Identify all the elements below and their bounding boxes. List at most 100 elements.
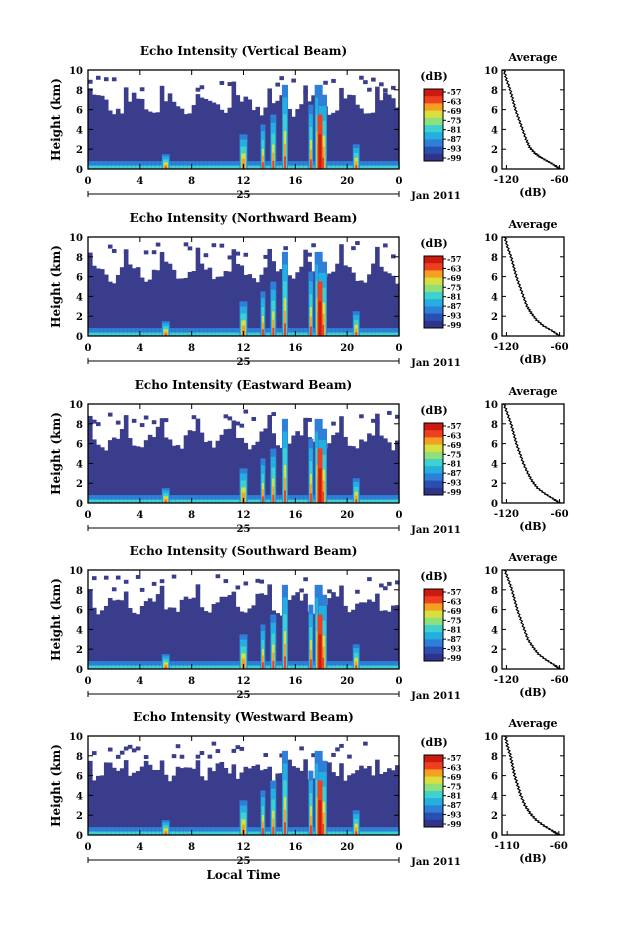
echo-layer — [219, 165, 225, 169]
echo-layer — [287, 665, 292, 669]
echo-layer — [235, 332, 241, 336]
echo-layer — [391, 328, 396, 336]
echo-background — [375, 593, 380, 669]
echo-background — [355, 448, 360, 503]
echo-layer — [119, 165, 125, 169]
echo-layer — [367, 332, 372, 336]
echo-layer — [343, 495, 348, 503]
echo-layer — [347, 827, 352, 835]
echo-background — [299, 600, 304, 669]
echo-layer — [107, 332, 113, 336]
average-y-tick-label: 8 — [491, 586, 498, 597]
echo-background — [171, 269, 177, 336]
echo-background — [227, 416, 233, 421]
echo-background — [151, 250, 157, 255]
echo-background — [135, 446, 141, 503]
average-x-tick-label: -120 — [494, 342, 519, 353]
echo-background — [359, 280, 364, 336]
echo-background — [91, 576, 97, 581]
echo-layer — [99, 661, 105, 669]
echo-background — [291, 595, 296, 669]
echo-column — [355, 499, 358, 503]
echo-background — [291, 78, 296, 83]
echo-background — [291, 278, 296, 336]
echo-layer — [343, 332, 348, 336]
colorbar-tick-label: -87 — [447, 468, 461, 478]
colorbar-tick-label: -57 — [447, 421, 461, 431]
echo-layer — [327, 827, 332, 835]
colorbar-swatch — [424, 423, 443, 431]
echo-layer — [287, 165, 292, 169]
echo-layer — [115, 332, 121, 336]
echo-background — [247, 768, 253, 835]
echo-layer — [275, 831, 280, 835]
echo-layer — [119, 665, 125, 669]
echo-layer — [251, 831, 257, 835]
echo-background — [123, 249, 129, 254]
echo-layer — [111, 328, 117, 336]
echo-layer — [91, 161, 97, 169]
echo-layer — [255, 495, 261, 503]
panel-1: Echo Intensity (Northward Beam) 0 2 4 6 8 10 He… — [49, 211, 569, 369]
echo-background — [287, 108, 292, 169]
echo-background — [127, 101, 133, 169]
echo-layer — [379, 161, 384, 169]
echo-layer — [215, 665, 221, 669]
echo-background — [155, 242, 161, 247]
echo-background — [223, 579, 229, 584]
echo-layer — [131, 827, 137, 835]
echo-layer — [143, 661, 149, 669]
colorbar-tick-label: -81 — [447, 625, 461, 635]
echo-background — [263, 428, 269, 503]
echo-background — [295, 109, 300, 169]
echo-layer — [387, 165, 392, 169]
echo-layer — [251, 665, 257, 669]
echo-background — [215, 602, 221, 669]
echo-layer — [247, 165, 253, 169]
echo-layer — [383, 332, 388, 336]
echo-layer — [383, 661, 388, 669]
echo-layer — [183, 495, 189, 503]
echo-layer — [103, 661, 109, 669]
echo-background — [335, 776, 340, 835]
echo-layer — [143, 827, 149, 835]
colorbar-swatch — [424, 444, 443, 453]
echo-background — [119, 768, 125, 835]
echo-layer — [347, 665, 352, 669]
echo-layer — [275, 827, 280, 835]
colorbar-tick-label: -57 — [447, 254, 461, 264]
echo-layer — [311, 827, 316, 835]
echo-layer — [99, 161, 105, 169]
colorbar-tick-label: -57 — [447, 753, 461, 763]
echo-layer — [131, 332, 137, 336]
echo-layer — [135, 831, 141, 835]
echo-background — [119, 600, 125, 669]
average-y-tick-label: 0 — [491, 831, 498, 842]
echo-layer — [223, 661, 229, 669]
x-tick-label: 8 — [188, 176, 195, 187]
echo-layer — [95, 495, 101, 503]
echo-background — [355, 603, 360, 669]
echo-background — [239, 423, 245, 428]
echo-layer — [391, 831, 396, 835]
echo-layer — [227, 328, 233, 336]
echo-background — [159, 252, 165, 336]
echo-layer — [143, 165, 149, 169]
echo-background — [279, 447, 284, 503]
echo-background — [227, 271, 233, 336]
echo-layer — [119, 661, 125, 669]
echo-layer — [295, 161, 300, 169]
echo-layer — [303, 328, 308, 336]
average-x-tick-label: -110 — [495, 841, 520, 852]
y-tick-label: 10 — [69, 400, 83, 411]
echo-column — [355, 831, 358, 835]
echo-background — [223, 429, 229, 503]
x-tick-label: 20 — [340, 176, 354, 187]
echo-layer — [103, 332, 109, 336]
echo-layer — [135, 661, 141, 669]
echo-layer — [227, 495, 233, 503]
echo-background — [219, 761, 225, 835]
echo-layer — [371, 661, 376, 669]
echo-background — [275, 445, 280, 503]
echo-background — [339, 763, 344, 835]
